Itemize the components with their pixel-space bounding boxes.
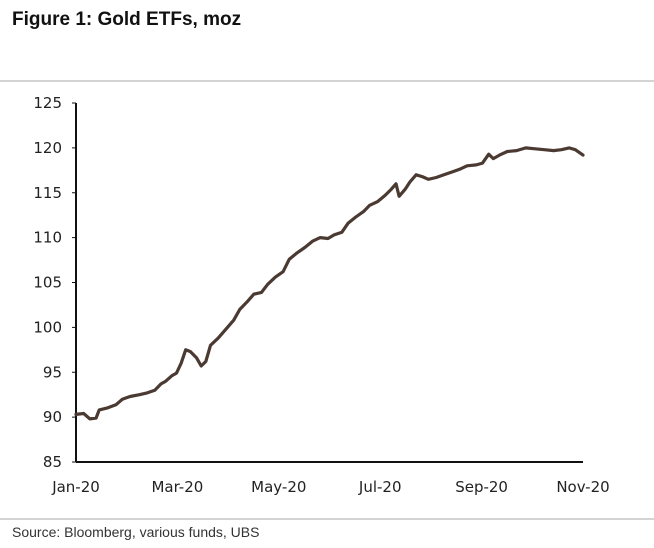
x-tick-label: Nov-20: [556, 478, 609, 496]
y-tick-label: 90: [43, 408, 62, 426]
x-tick-label: Jan-20: [51, 478, 100, 496]
top-rule: [0, 80, 654, 82]
source-note: Source: Bloomberg, various funds, UBS: [12, 524, 260, 540]
y-tick-label: 120: [33, 139, 62, 157]
y-tick-label: 115: [33, 184, 62, 202]
gold-etf-line-chart: 85 90 95 100 105 110 115 120 125 Jan-20 Mar-20 May…: [33, 94, 610, 496]
series-line: [74, 146, 585, 421]
bottom-rule: [0, 518, 654, 520]
y-tick-label: 105: [33, 274, 62, 292]
x-tick-label: May-20: [251, 478, 306, 496]
y-tick-label: 100: [33, 318, 62, 336]
y-tick-label: 110: [33, 229, 62, 247]
x-tick-label: Sep-20: [455, 478, 508, 496]
x-tick-label: Mar-20: [151, 478, 203, 496]
figure-title: Figure 1: Gold ETFs, moz: [12, 9, 242, 30]
y-tick-label: 95: [43, 363, 62, 381]
y-axis-ticks: 85 90 95 100 105 110 115 120 125: [33, 94, 76, 471]
y-tick-label: 125: [33, 94, 62, 112]
y-tick-label: 85: [43, 453, 62, 471]
x-tick-label: Jul-20: [358, 478, 402, 496]
x-axis-ticks: Jan-20 Mar-20 May-20 Jul-20 Sep-20 Nov-20: [51, 478, 610, 496]
